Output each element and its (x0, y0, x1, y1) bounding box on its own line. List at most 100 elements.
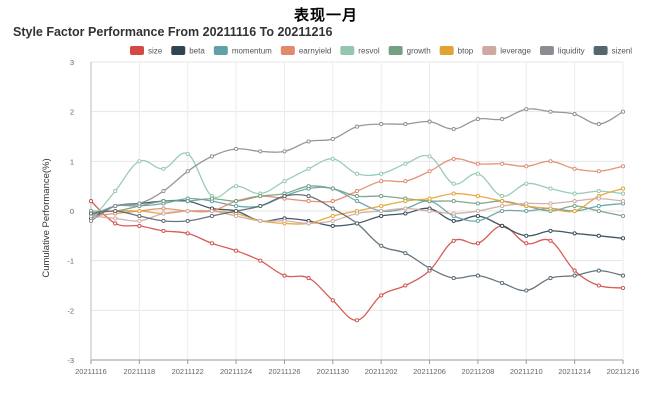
data-point-leverage (209, 208, 214, 214)
x-tick-label: 20211216 (607, 367, 640, 376)
data-point-size (209, 241, 214, 246)
series-line-btop (90, 187, 624, 225)
data-point-resvol (427, 154, 432, 159)
legend-swatch (213, 46, 228, 55)
data-point-size (354, 318, 360, 323)
data-point-resvol (306, 166, 311, 171)
x-tick-label: 20211214 (558, 367, 591, 376)
data-point-liquidity (403, 122, 408, 127)
data-point-size (572, 268, 577, 273)
data-point-leverage (475, 208, 480, 214)
data-point-size (596, 283, 601, 288)
legend-item-sizenl[interactable]: sizenl (593, 46, 633, 56)
data-point-earnyield (354, 189, 360, 194)
data-point-sizenl (572, 273, 577, 278)
data-point-beta (475, 213, 480, 219)
data-point-btop (475, 194, 480, 199)
data-point-liquidity (379, 122, 384, 127)
data-point-leverage (572, 199, 577, 204)
data-point-size (161, 228, 166, 233)
data-point-sizenl (620, 273, 626, 278)
data-point-sizenl (234, 208, 239, 214)
data-point-sizenl (548, 276, 553, 281)
legend-label: leverage (500, 47, 531, 56)
data-point-resvol (161, 166, 166, 171)
legend-label: earnyield (299, 47, 331, 56)
data-point-momentum (596, 203, 601, 209)
data-point-size (258, 258, 263, 263)
data-point-btop (572, 208, 577, 214)
series-leverage (88, 196, 626, 226)
data-point-resvol (379, 171, 384, 176)
y-tick-label: -2 (67, 306, 74, 315)
data-point-sizenl (475, 273, 480, 278)
data-point-earnyield (379, 179, 384, 184)
data-point-liquidity (282, 149, 287, 154)
data-point-beta (379, 213, 384, 219)
legend-item-momentum[interactable]: momentum (213, 46, 272, 56)
data-point-size (113, 221, 118, 226)
data-point-resvol (282, 179, 287, 184)
data-point-size (137, 223, 142, 228)
legend-label: momentum (232, 47, 272, 56)
data-point-sizenl (113, 208, 118, 214)
legend-item-size[interactable]: size (130, 46, 163, 56)
data-point-liquidity (258, 149, 263, 154)
data-point-earnyield (620, 164, 626, 169)
data-point-resvol (572, 191, 577, 196)
data-point-earnyield (475, 161, 480, 166)
legend-swatch (171, 46, 186, 55)
legend-label: sizenl (612, 47, 633, 56)
data-point-leverage (258, 218, 263, 223)
x-tick-label: 20211124 (220, 367, 252, 376)
data-point-liquidity (330, 136, 335, 142)
y-tick-label: 1 (70, 157, 74, 166)
data-point-earnyield (572, 166, 577, 171)
data-point-growth (330, 186, 335, 191)
data-point-liquidity (185, 169, 190, 174)
data-point-sizenl (185, 218, 190, 223)
legend-label: liquidity (558, 47, 585, 56)
series-lines (88, 107, 626, 323)
data-point-leverage (113, 216, 118, 221)
data-point-btop (548, 206, 553, 211)
legend-item-resvol[interactable]: resvol (340, 46, 380, 56)
legend-item-liquidity[interactable]: liquidity (539, 46, 585, 56)
x-tick-label: 20211208 (462, 367, 495, 376)
data-point-size (451, 238, 456, 243)
series-sizenl (88, 193, 626, 293)
data-point-earnyield (330, 199, 335, 204)
data-point-sizenl (524, 288, 529, 293)
data-point-growth (354, 194, 360, 199)
series-resvol (88, 151, 626, 223)
legend-item-earnyield[interactable]: earnyield (280, 46, 331, 56)
data-point-liquidity (620, 109, 626, 114)
chart-title: Style Factor Performance From 20211116 T… (13, 25, 333, 39)
data-point-leverage (596, 196, 601, 201)
data-point-beta (403, 211, 408, 216)
data-point-sizenl (500, 280, 505, 286)
data-point-liquidity (524, 107, 529, 112)
data-point-growth (258, 194, 263, 199)
x-tick-label: 20211206 (413, 367, 446, 376)
data-point-sizenl (427, 266, 432, 271)
legend-item-growth[interactable]: growth (388, 46, 431, 56)
data-point-earnyield (524, 164, 529, 169)
legend-item-btop[interactable]: btop (439, 46, 474, 56)
y-tick-label: 3 (70, 58, 74, 67)
data-point-resvol (620, 191, 626, 196)
data-point-beta (500, 223, 505, 228)
legend-label: size (148, 47, 163, 56)
x-tick-label: 20211202 (365, 367, 398, 376)
data-point-btop (451, 191, 456, 196)
data-point-momentum (524, 208, 529, 214)
data-point-leverage (185, 208, 190, 214)
data-point-earnyield (451, 156, 456, 161)
data-point-leverage (306, 221, 311, 226)
data-point-beta (548, 228, 553, 233)
data-point-leverage (451, 211, 456, 216)
data-point-resvol (330, 156, 335, 161)
legend-item-leverage[interactable]: leverage (482, 46, 531, 56)
legend-item-beta[interactable]: beta (171, 46, 205, 56)
series-beta (88, 199, 626, 241)
